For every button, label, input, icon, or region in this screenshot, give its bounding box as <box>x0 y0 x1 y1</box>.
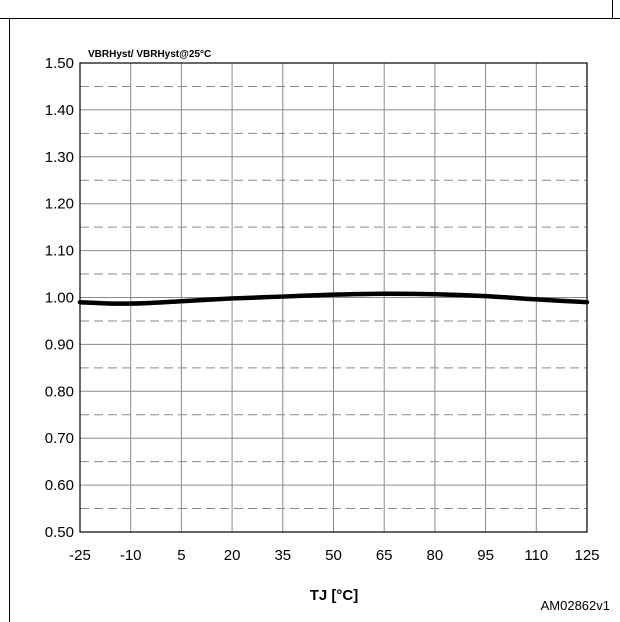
x-tick-label: 5 <box>177 547 185 564</box>
y-tick-label: 1.10 <box>45 243 74 260</box>
plot-border <box>79 62 588 533</box>
x-tick-label: 110 <box>524 547 548 564</box>
x-axis-label: TJ [°C] <box>310 587 359 604</box>
y-tick-label: 0.70 <box>45 430 74 447</box>
x-tick-label: 65 <box>376 547 393 564</box>
y-axis-label: VBRHyst/ VBRHyst@25°C <box>88 49 211 60</box>
y-tick-label: 0.50 <box>45 524 74 541</box>
y-tick-label: 0.80 <box>45 383 74 400</box>
series-line-0 <box>77 291 590 306</box>
y-tick-label: 0.60 <box>45 477 74 494</box>
y-tick-label: 0.90 <box>45 336 74 353</box>
y-tick-labels: 0.50 0.60 0.70 0.80 0.90 1.00 1.10 1.20 1.30 1.40… <box>45 55 74 541</box>
x-tick-label: -10 <box>120 547 142 564</box>
figure-id: AM02862v1 <box>541 598 610 613</box>
y-tick-label: 1.20 <box>45 196 74 213</box>
x-tick-label: -25 <box>69 547 91 564</box>
y-tick-label: 1.30 <box>45 149 74 166</box>
y-tick-label: 1.00 <box>45 290 74 307</box>
x-tick-labels: -25 -10 5 20 35 50 65 80 95 110 125 <box>69 547 599 564</box>
x-tick-label: 125 <box>574 547 599 564</box>
y-tick-label: 1.50 <box>45 55 74 72</box>
x-tick-label: 95 <box>477 547 494 564</box>
series-lines <box>77 291 590 306</box>
y-tick-label: 1.40 <box>45 102 74 119</box>
x-tick-label: 20 <box>224 547 241 564</box>
x-tick-label: 80 <box>427 547 444 564</box>
x-tick-label: 35 <box>274 547 291 564</box>
x-tick-label: 50 <box>325 547 342 564</box>
